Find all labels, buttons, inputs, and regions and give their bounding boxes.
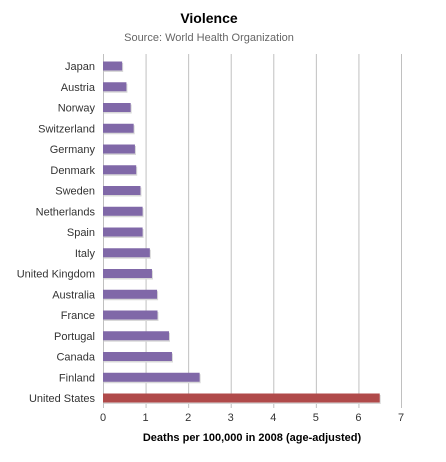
x-tick-label: 0 [100, 412, 106, 424]
bar [103, 123, 134, 133]
category-label: Australia [52, 289, 96, 301]
bar [103, 331, 169, 341]
bars [103, 61, 381, 404]
bar [103, 206, 143, 216]
grid-lines [103, 54, 402, 408]
category-label: Italy [75, 248, 96, 260]
category-label: Switzerland [38, 123, 95, 135]
x-tick-label: 6 [355, 412, 361, 424]
bar [103, 352, 172, 361]
category-label: Sweden [55, 186, 95, 198]
category-label: Portugal [54, 331, 95, 343]
bar [103, 144, 135, 154]
x-tick-label: 1 [143, 412, 149, 424]
x-axis-title: Deaths per 100,000 in 2008 (age-adjusted… [143, 432, 362, 444]
x-tick-labels: 0 1 2 3 4 5 6 7 [100, 412, 404, 424]
category-label: Netherlands [36, 206, 96, 218]
category-label: United Kingdom [17, 269, 95, 281]
category-label: United States [29, 393, 96, 405]
category-label: France [61, 310, 95, 322]
category-label: Austria [61, 82, 96, 94]
bar [103, 248, 150, 258]
bar [103, 393, 380, 403]
bar [103, 310, 158, 320]
bar [103, 289, 158, 299]
category-labels: Japan Austria Norway Switzerland Germany Denm… [17, 61, 96, 405]
bar [103, 165, 137, 175]
category-label: Japan [65, 61, 95, 73]
category-label: Spain [67, 227, 95, 239]
x-tick-label: 4 [270, 412, 276, 424]
bar [103, 186, 141, 195]
chart-title: Violence [180, 10, 238, 26]
x-tick-label: 7 [398, 412, 404, 424]
bar [103, 227, 143, 237]
category-label: Finland [59, 372, 95, 384]
category-label: Germany [50, 144, 96, 156]
bar [103, 269, 152, 278]
bar [103, 103, 131, 112]
bar [103, 82, 127, 92]
bar [103, 372, 200, 382]
category-label: Denmark [50, 165, 95, 177]
chart-subtitle: Source: World Health Organization [124, 32, 294, 44]
x-tick-label: 3 [228, 412, 234, 424]
category-label: Canada [56, 352, 95, 364]
bar [103, 61, 123, 71]
x-tick-label: 5 [313, 412, 319, 424]
x-tick-label: 2 [185, 412, 191, 424]
category-label: Norway [58, 103, 96, 115]
